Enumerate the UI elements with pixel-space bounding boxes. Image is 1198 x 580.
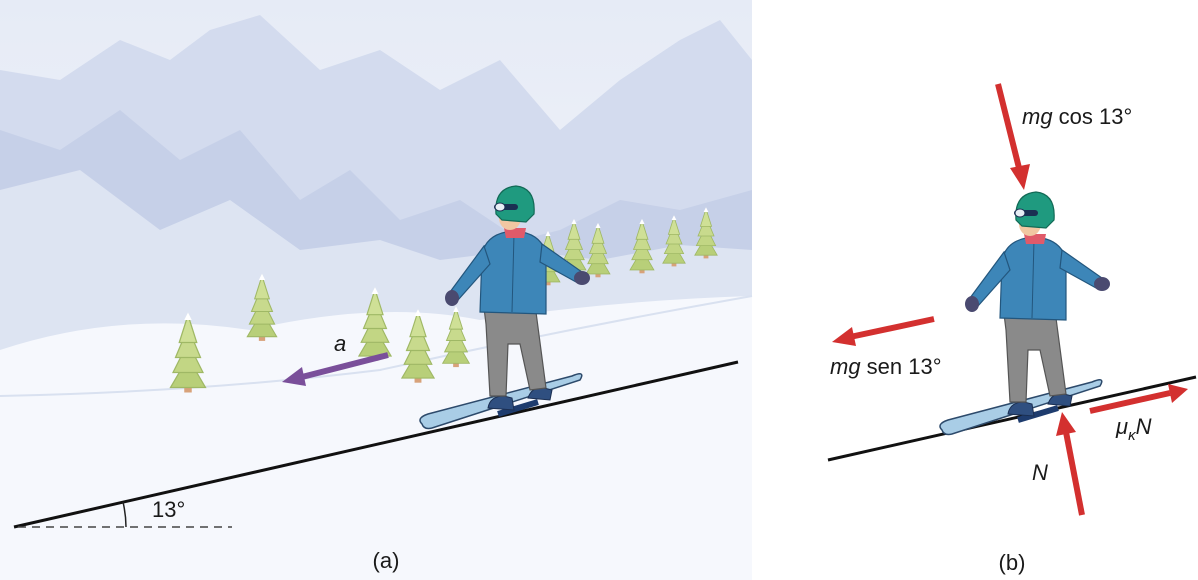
acceleration-arrow: [297, 352, 389, 381]
snowboarder-figure: [940, 192, 1110, 435]
caption-a: (a): [373, 548, 400, 573]
angle-label: 13°: [152, 497, 185, 522]
force-label-mg-sen: mg sen 13°: [830, 354, 942, 379]
force-label-mg-cos: mg cos 13°: [1022, 104, 1132, 129]
slope-line-a: [13, 360, 739, 529]
acceleration-label: a: [334, 331, 346, 356]
force-arrow-friction: [1089, 390, 1171, 414]
force-label-normal: N: [1032, 460, 1048, 485]
force-arrow-mg-cos: [995, 83, 1023, 173]
slope-line-b: [827, 375, 1197, 462]
panel-b-free-body: mg cos 13° mg sen 13° N μκN (b): [827, 83, 1197, 575]
angle-arc: [122, 501, 127, 528]
caption-b: (b): [999, 550, 1026, 575]
force-arrow-mg-sen: [849, 316, 935, 340]
force-arrow-normal: [1063, 431, 1085, 516]
panel-a-scene: 13° a (a): [0, 0, 753, 573]
force-label-friction: μκN: [1115, 414, 1152, 444]
